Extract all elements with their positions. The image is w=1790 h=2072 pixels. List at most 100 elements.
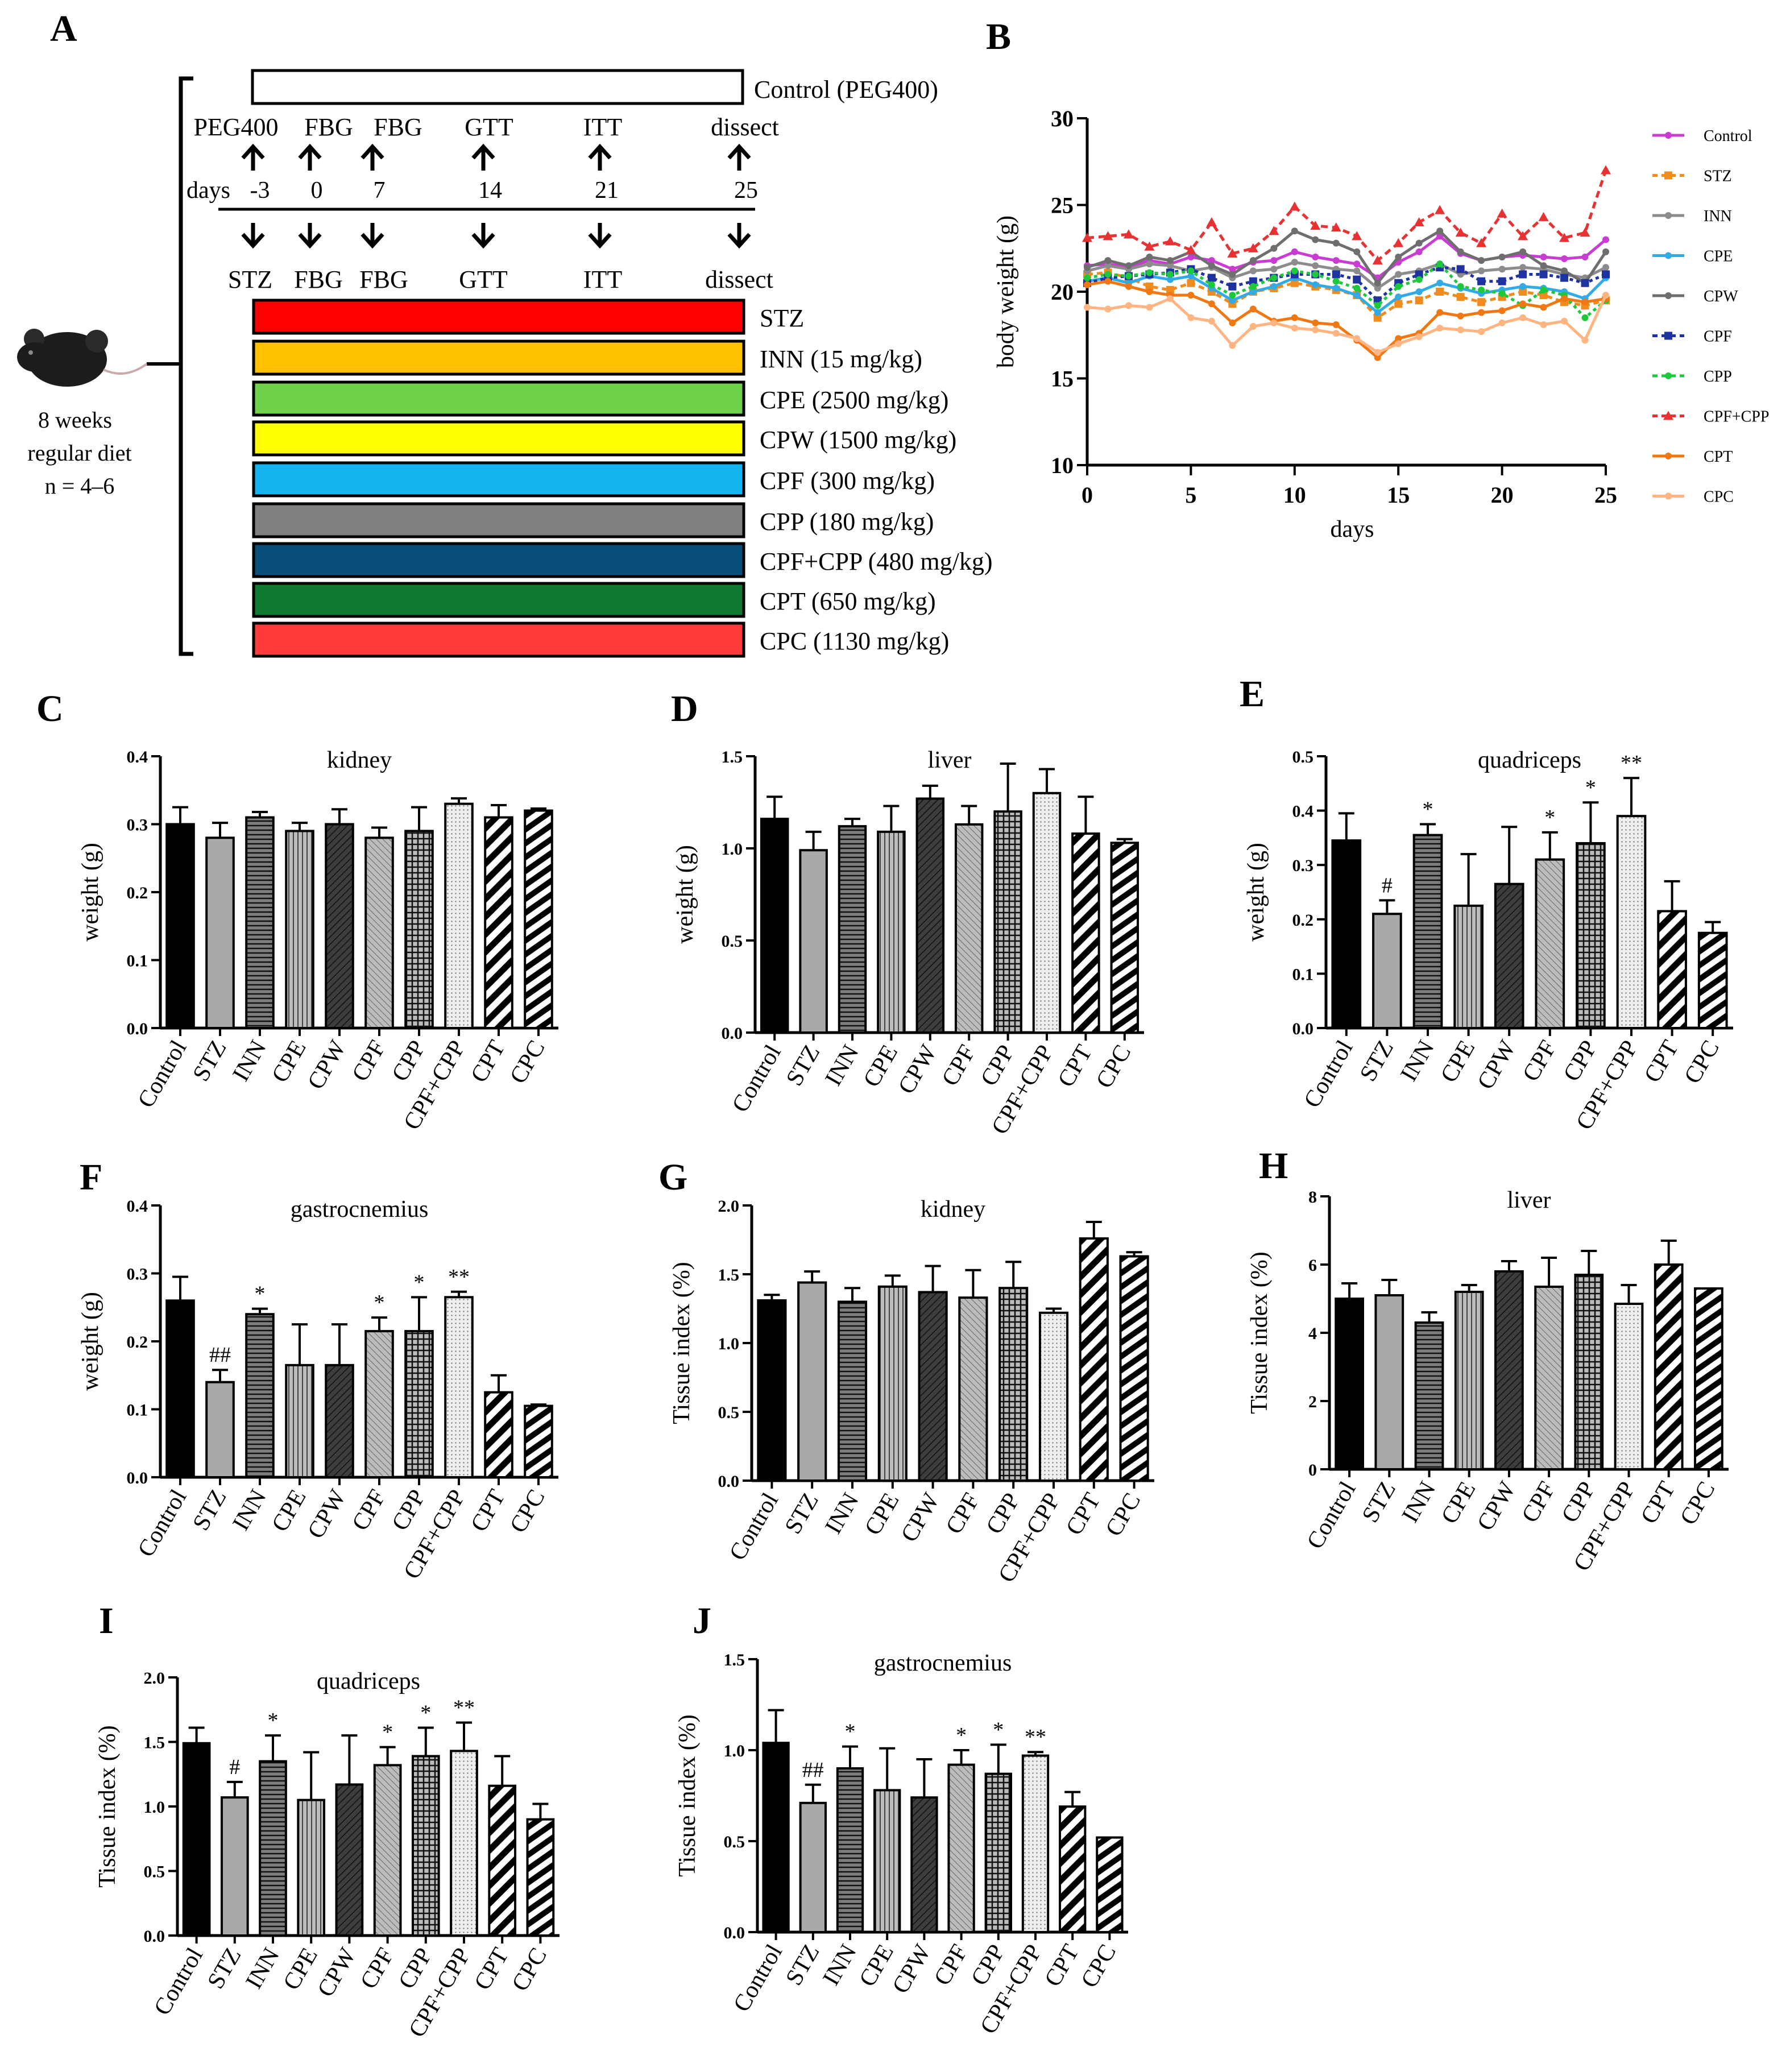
x-tick-label: CPF xyxy=(929,1940,973,1990)
x-tick-label: CPT xyxy=(1053,1041,1097,1092)
data-point xyxy=(1395,283,1402,290)
x-tick-label: Control xyxy=(728,1940,788,2016)
significance-mark: # xyxy=(1382,873,1393,897)
x-tick-label: CPF xyxy=(937,1041,981,1091)
data-point xyxy=(1374,349,1381,356)
data-point xyxy=(1229,271,1236,278)
data-point xyxy=(1602,236,1609,243)
panel-letter-i: I xyxy=(99,1600,114,1642)
legend-label: CPF+CPP xyxy=(1704,408,1769,426)
data-point xyxy=(1291,314,1298,321)
data-point xyxy=(1229,342,1236,349)
data-point xyxy=(1229,297,1236,304)
data-point xyxy=(1498,277,1506,285)
data-point xyxy=(1540,321,1547,328)
y-tick-label: 6 xyxy=(1308,1256,1317,1275)
significance-mark: ** xyxy=(453,1696,475,1719)
up-arrow-icon xyxy=(241,143,265,171)
data-point xyxy=(1270,245,1278,252)
x-tick-label: CPF xyxy=(941,1489,985,1539)
data-point xyxy=(1228,282,1237,291)
series-line xyxy=(1087,169,1607,263)
timeline-bottom-event: FBG xyxy=(359,266,408,293)
series-cpc: CPC xyxy=(1084,292,1734,506)
bar xyxy=(285,1364,314,1478)
data-point xyxy=(1249,277,1257,285)
bar xyxy=(484,1391,513,1478)
y-tick-label: 8 xyxy=(1308,1188,1317,1207)
data-point xyxy=(1561,255,1568,263)
data-point xyxy=(1269,226,1279,235)
y-tick-label: 0.0 xyxy=(718,1472,740,1491)
y-tick-label: 2.0 xyxy=(718,1197,740,1216)
legend-marker xyxy=(1665,492,1672,500)
x-tick-label: CPT xyxy=(1636,1477,1680,1528)
data-point xyxy=(1559,233,1570,242)
data-point xyxy=(1229,292,1236,299)
data-point xyxy=(1374,279,1381,287)
data-point xyxy=(1415,296,1423,305)
data-point xyxy=(1270,266,1278,273)
y-axis-title: weight (g) xyxy=(77,843,103,942)
x-tick-label: CPW xyxy=(313,1943,362,2001)
x-tick-label: CPW xyxy=(1473,1036,1522,1094)
y-tick-label: 1.5 xyxy=(722,748,743,766)
data-point xyxy=(1395,340,1402,347)
legend-label: STZ xyxy=(1704,168,1732,185)
bar xyxy=(915,797,945,1034)
gastrocnemius-weight-bar-chart: 0.0 0.1 0.2 0.3 0.4 gastrocnemius weight (g) Co… xyxy=(77,1196,558,1584)
significance-mark: * xyxy=(1585,776,1596,799)
timeline-day-value: 0 xyxy=(311,177,323,204)
bar xyxy=(1335,1298,1364,1470)
data-point xyxy=(1312,281,1319,288)
bar xyxy=(760,818,789,1034)
bar xyxy=(1412,834,1443,1029)
x-tick-label: STZ xyxy=(780,1489,824,1539)
y-tick-label: 0.4 xyxy=(127,748,148,766)
y-tick-label: 0.5 xyxy=(144,1863,165,1882)
data-point xyxy=(1146,260,1153,268)
data-point xyxy=(1146,269,1153,276)
data-point xyxy=(1561,267,1568,275)
bar xyxy=(998,1287,1029,1482)
data-point xyxy=(1477,277,1486,285)
down-arrow-icon xyxy=(471,223,495,249)
x-tick-label: CPF xyxy=(1517,1477,1561,1527)
data-point xyxy=(1166,285,1174,294)
bar xyxy=(325,1364,354,1478)
legend-label: INN xyxy=(1704,208,1732,225)
x-tick-label: CPW xyxy=(888,1940,937,1998)
x-tick-label: CPC xyxy=(1091,1041,1137,1093)
series-stz: STZ xyxy=(1083,168,1732,322)
data-point xyxy=(1270,283,1278,290)
x-tick-label: CPC xyxy=(505,1485,550,1538)
bar xyxy=(958,1296,988,1482)
data-point xyxy=(1561,317,1568,325)
timeline-bottom-event: ITT xyxy=(583,266,623,293)
bar xyxy=(1494,882,1524,1030)
bar xyxy=(488,1784,517,1937)
panel-letter-j: J xyxy=(693,1600,711,1642)
significance-mark: * xyxy=(420,1701,431,1725)
data-point xyxy=(1104,305,1112,313)
data-point xyxy=(1498,319,1506,326)
x-tick-label: CPC xyxy=(1101,1489,1146,1541)
kidney-index-bar-chart: 0.0 0.5 1.0 1.5 2.0 kidney Tissue index (%) Con… xyxy=(669,1196,1154,1587)
data-point xyxy=(1498,254,1506,260)
data-point xyxy=(1270,274,1278,281)
bar xyxy=(1372,913,1402,1029)
bar xyxy=(1654,1263,1684,1470)
bar xyxy=(837,1300,868,1482)
data-point xyxy=(1581,254,1589,260)
x-tick-label: CPW xyxy=(896,1489,945,1547)
y-tick-label: 0.0 xyxy=(127,1469,148,1487)
data-point xyxy=(1187,267,1195,275)
panel-letter-g: G xyxy=(658,1157,687,1198)
data-point xyxy=(1519,270,1527,279)
y-tick-label: 0.0 xyxy=(722,1024,743,1043)
bar xyxy=(1110,842,1140,1034)
treatment-group-label: CPF+CPP (480 mg/kg) xyxy=(760,548,993,575)
panel-letter-c: C xyxy=(36,688,64,730)
x-tick-label: CPT xyxy=(1639,1036,1684,1087)
series-line xyxy=(1087,260,1607,291)
